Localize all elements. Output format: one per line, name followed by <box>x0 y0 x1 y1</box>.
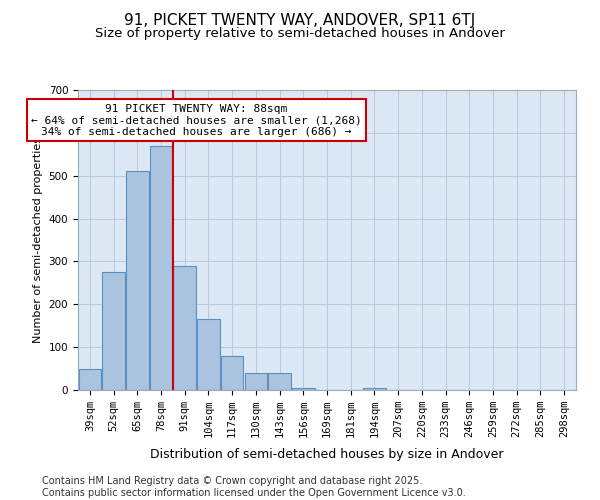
Bar <box>268 373 291 390</box>
X-axis label: Distribution of semi-detached houses by size in Andover: Distribution of semi-detached houses by … <box>150 448 504 462</box>
Bar <box>363 388 386 390</box>
Text: Contains HM Land Registry data © Crown copyright and database right 2025.
Contai: Contains HM Land Registry data © Crown c… <box>42 476 466 498</box>
Bar <box>173 266 196 390</box>
Bar <box>245 373 267 390</box>
Bar <box>197 320 220 390</box>
Y-axis label: Number of semi-detached properties: Number of semi-detached properties <box>33 137 43 343</box>
Bar <box>103 272 125 390</box>
Text: 91 PICKET TWENTY WAY: 88sqm
← 64% of semi-detached houses are smaller (1,268)
34: 91 PICKET TWENTY WAY: 88sqm ← 64% of sem… <box>31 104 362 137</box>
Bar <box>150 146 172 390</box>
Text: Size of property relative to semi-detached houses in Andover: Size of property relative to semi-detach… <box>95 28 505 40</box>
Bar <box>292 388 314 390</box>
Bar <box>221 356 244 390</box>
Bar <box>126 172 149 390</box>
Text: 91, PICKET TWENTY WAY, ANDOVER, SP11 6TJ: 91, PICKET TWENTY WAY, ANDOVER, SP11 6TJ <box>124 12 476 28</box>
Bar <box>79 368 101 390</box>
